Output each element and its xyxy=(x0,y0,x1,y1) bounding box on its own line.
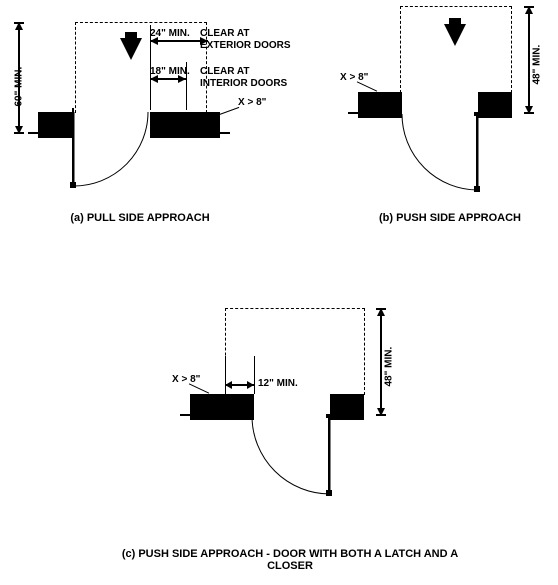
clear-int-line2: INTERIOR DOORS xyxy=(200,78,287,89)
wall-ext-right-a xyxy=(220,132,230,134)
dim-48c-label: 48" MIN. xyxy=(384,337,395,387)
dim-24-label: 24" MIN. xyxy=(150,28,190,39)
door-swing-b xyxy=(398,112,488,202)
arrowhead-icon xyxy=(225,381,232,389)
arrowhead-icon xyxy=(525,6,533,14)
wall-ext-left-b xyxy=(348,112,358,114)
arrowhead-icon xyxy=(377,308,385,316)
caption-a: (a) PULL SIDE APPROACH xyxy=(55,212,225,224)
dim-60-label: 60" MIN. xyxy=(14,47,25,107)
wall-left-b xyxy=(358,92,402,118)
wall-ext-left-a xyxy=(28,132,38,134)
clear-int-line1: CLEAR AT xyxy=(200,66,249,77)
dim-12-label: 12" MIN. xyxy=(258,378,298,389)
caption-b: (b) PUSH SIDE APPROACH xyxy=(360,212,540,224)
dim-18-label: 18" MIN. xyxy=(150,66,190,77)
door-swing-c xyxy=(248,414,340,506)
clear-ext-line1: CLEAR AT xyxy=(200,28,249,39)
clear-ext-line2b: EXTERIOR DOORS xyxy=(200,40,291,51)
caption-c: (c) PUSH SIDE APPROACH - DOOR WITH BOTH … xyxy=(110,548,470,572)
arrowhead-icon xyxy=(525,106,533,114)
dim-12-witness2 xyxy=(254,356,255,394)
wall-right-a xyxy=(150,112,220,138)
wall-left-c xyxy=(190,394,254,420)
dim-48b-label: 48" MIN. xyxy=(532,35,543,85)
arrowhead-icon xyxy=(247,381,254,389)
diagram-a: 60" MIN. 24" MIN. CLEAR AT CLEAR AT EXTE… xyxy=(0,0,300,230)
approach-arrow-icon xyxy=(444,24,466,46)
arrowhead-icon xyxy=(15,126,23,134)
diagram-c: 12" MIN. 48" MIN. X > 8" (c) PUSH SIDE A… xyxy=(120,300,440,570)
x-label-a: X > 8" xyxy=(238,97,266,108)
door-swing-a xyxy=(70,108,160,198)
dim-48c-line xyxy=(380,308,382,416)
arrowhead-icon xyxy=(15,22,23,30)
dim-48b-line xyxy=(528,6,530,114)
arrowhead-icon xyxy=(377,408,385,416)
diagram-b: 48" MIN. X > 8" (b) PUSH SIDE APPROACH xyxy=(320,0,558,230)
x-label-b: X > 8" xyxy=(340,72,368,83)
wall-ext-left-c xyxy=(180,414,190,416)
wall-left-a xyxy=(38,112,74,138)
approach-arrow-icon xyxy=(120,38,142,60)
x-label-c: X > 8" xyxy=(172,374,200,385)
